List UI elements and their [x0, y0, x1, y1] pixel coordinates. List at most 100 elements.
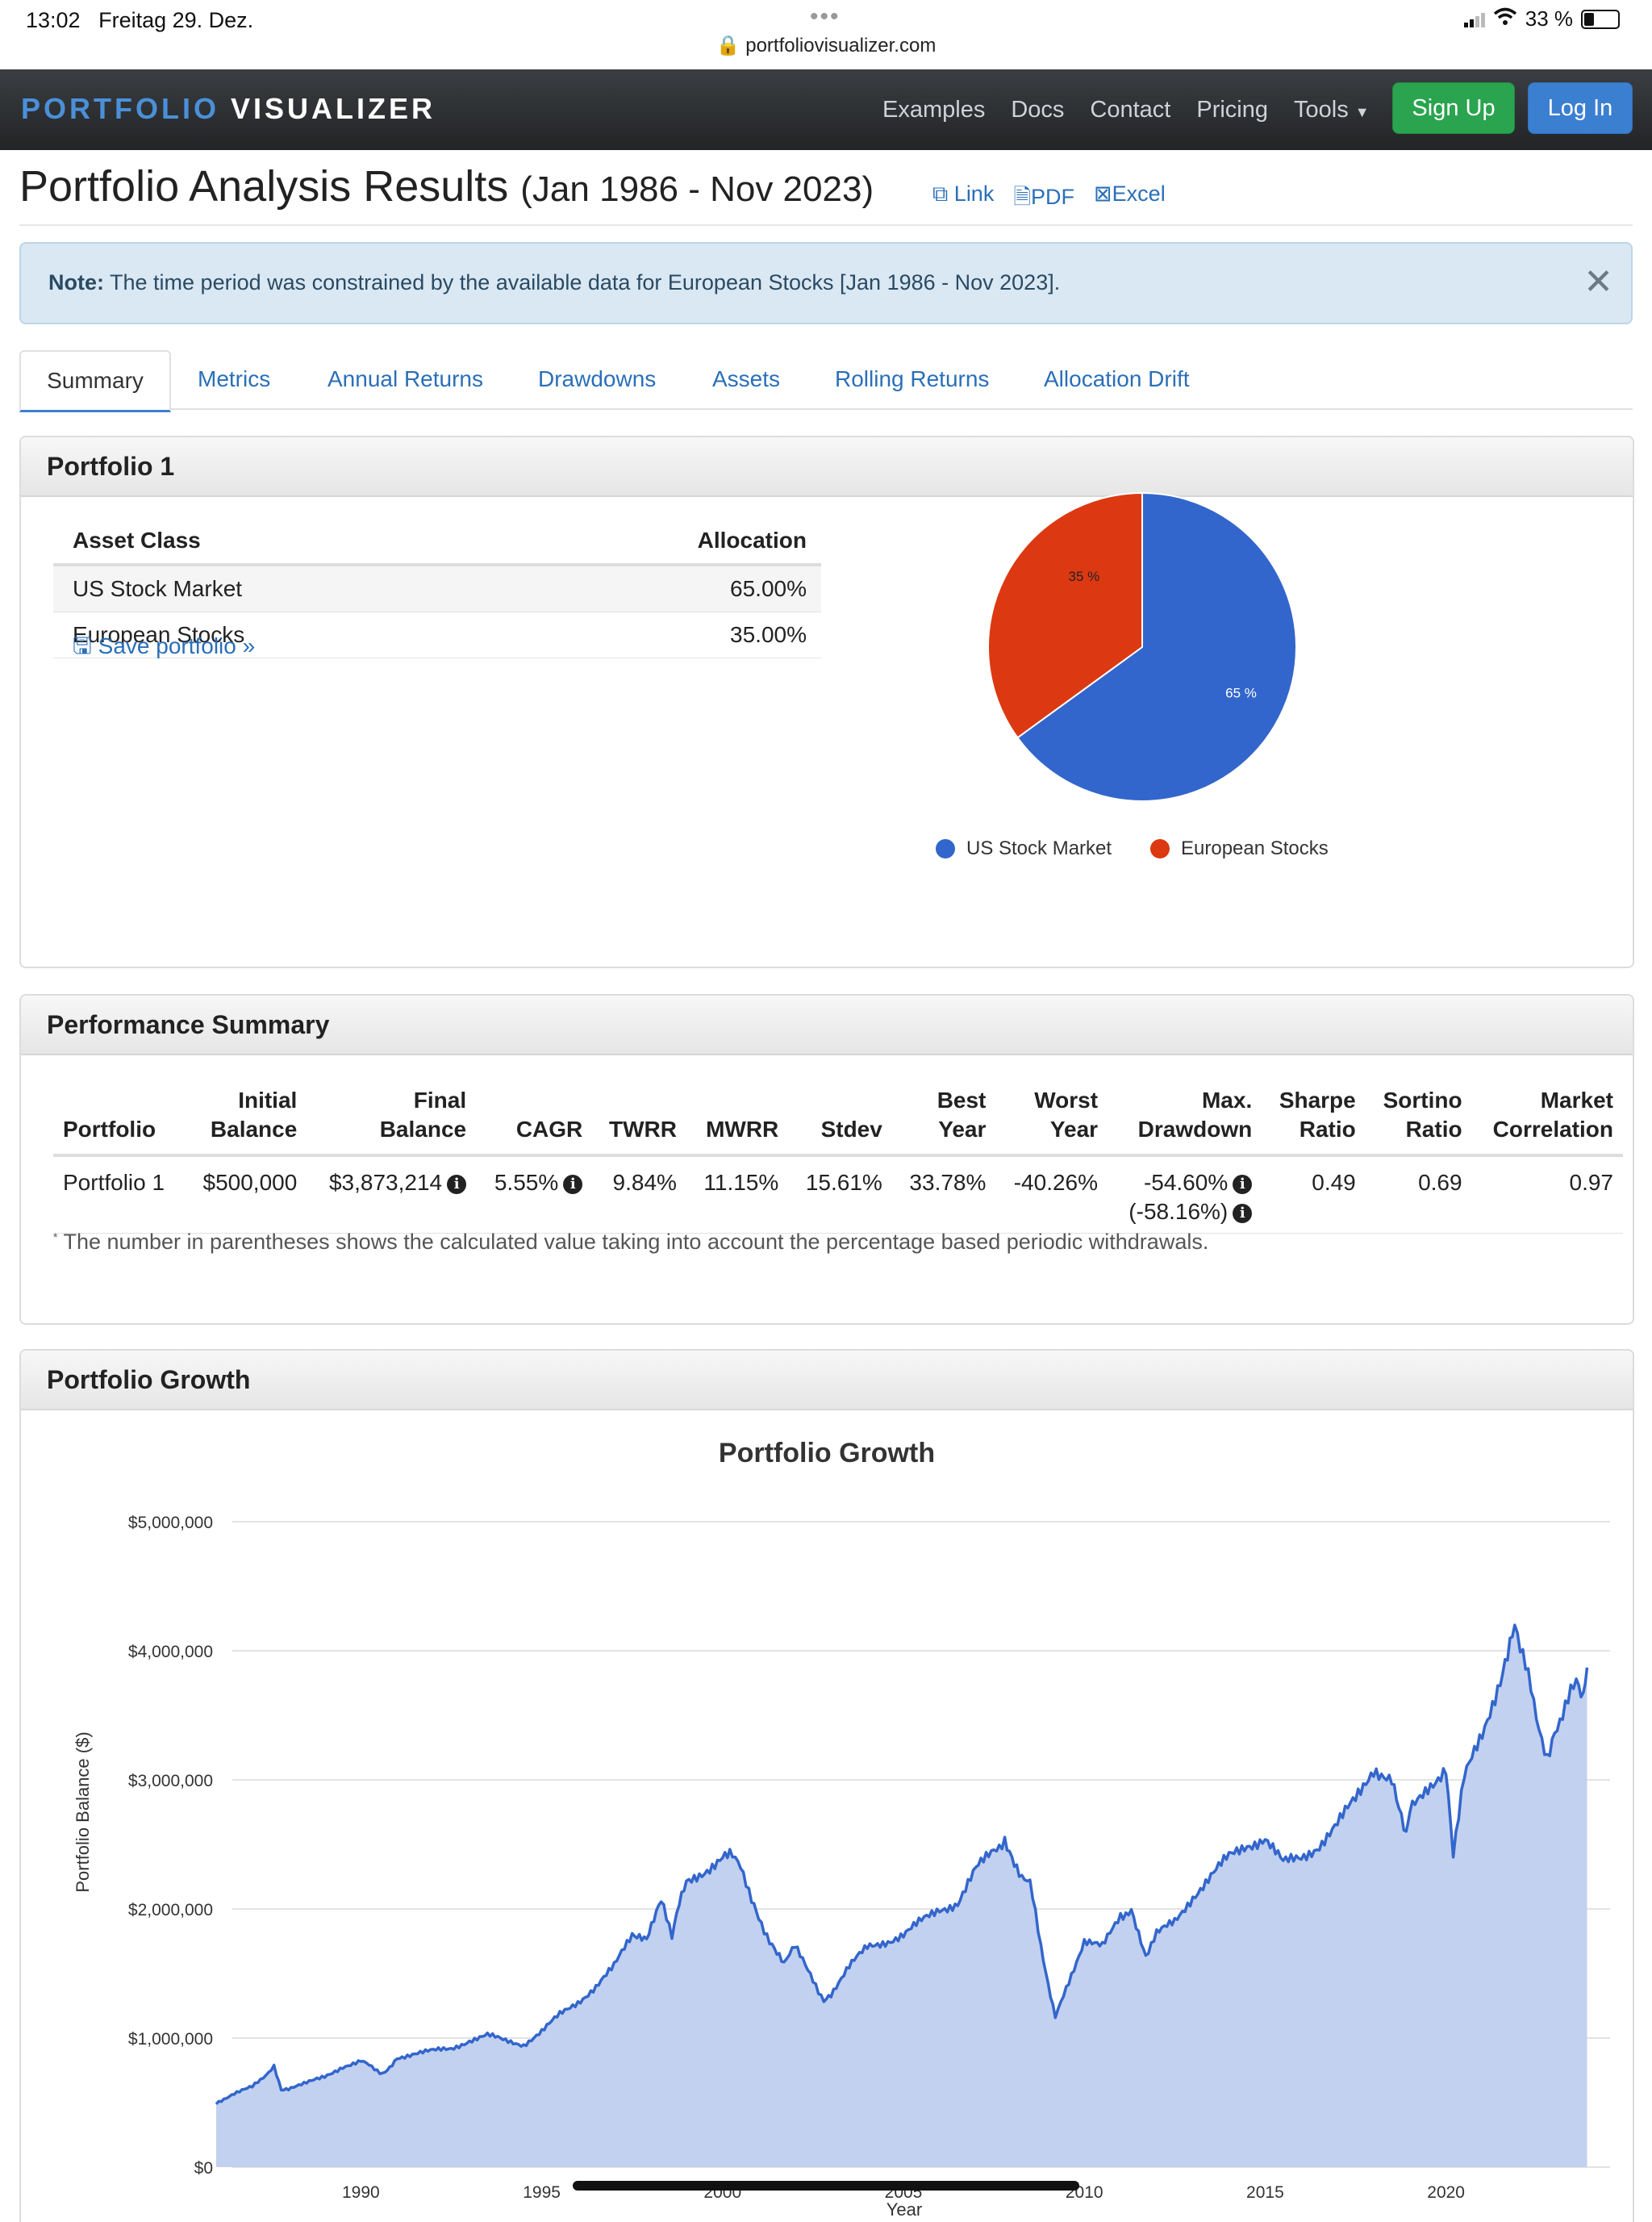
- nav-contact[interactable]: Contact: [1090, 97, 1171, 123]
- col-max-drawdown: Max. Drawdown: [1108, 1086, 1262, 1157]
- table-row: European Stocks 35.00%: [53, 612, 821, 658]
- brand-logo[interactable]: PORTFOLIO VISUALIZER: [21, 92, 436, 125]
- col-portfolio: Portfolio: [53, 1086, 185, 1157]
- tab-annual-returns[interactable]: Annual Returns: [327, 366, 484, 391]
- close-icon[interactable]: ✕: [1583, 262, 1613, 302]
- external-link-icon: ⧉: [932, 182, 949, 206]
- note-label: Note:: [48, 270, 104, 294]
- pdf-file-icon: 🗎: [1013, 185, 1032, 209]
- nav-pricing[interactable]: Pricing: [1196, 97, 1269, 123]
- nav-tools[interactable]: Tools ▼: [1294, 97, 1370, 123]
- pie-label-eu: 35 %: [1069, 569, 1100, 584]
- allocation-table: Asset Class Allocation US Stock Market 65.…: [53, 528, 821, 658]
- x-tick-label: 1995: [523, 2183, 561, 2202]
- cell-cagr: 5.55% i: [476, 1155, 593, 1234]
- cell-initial-balance: $500,000: [184, 1155, 307, 1234]
- legend-european-stocks: European Stocks: [1150, 837, 1329, 860]
- performance-table: Portfolio Initial Balance Final Balance CA…: [53, 1086, 1623, 1234]
- info-icon[interactable]: i: [1233, 1203, 1253, 1223]
- x-tick-label: 2020: [1427, 2183, 1465, 2202]
- nav-links: Examples Docs Contact Pricing Tools ▼: [882, 97, 1370, 123]
- growth-panel: Portfolio Growth Portfolio Growth $0 $1,0…: [19, 1349, 1634, 2222]
- portfolio-heading: Portfolio 1: [21, 437, 1633, 497]
- title-divider: [19, 224, 1633, 226]
- portfolio-growth-chart: Portfolio Growth $0 $1,000,000 $2,000,000 $…: [73, 1438, 1610, 2216]
- growth-line: [215, 1623, 1589, 2105]
- tab-assets[interactable]: Assets: [712, 366, 781, 391]
- floppy-disk-icon: 🖫: [73, 633, 92, 658]
- col-final-balance: Final Balance: [307, 1086, 477, 1157]
- nav-docs[interactable]: Docs: [1011, 97, 1065, 123]
- y-axis-label: Portfolio Balance ($): [73, 1731, 93, 1892]
- y-tick-label: $3,000,000: [128, 1772, 213, 1790]
- tab-allocation-drift[interactable]: Allocation Drift: [1044, 366, 1190, 391]
- cell-stdev: 15.61%: [788, 1155, 892, 1234]
- performance-heading: Performance Summary: [21, 996, 1633, 1055]
- pie-slice-us-stock-market: [1016, 491, 1297, 802]
- table-row: Portfolio 1 $500,000 $3,873,214 i 5.55% i …: [53, 1155, 1623, 1234]
- growth-area: [216, 1625, 1587, 2167]
- legend-dot-icon: [936, 839, 955, 858]
- footnote: * The number in parentheses shows the ca…: [53, 1230, 1209, 1254]
- signal-icon: [1463, 11, 1485, 27]
- col-sortino-ratio: Sortino Ratio: [1365, 1086, 1472, 1157]
- info-icon[interactable]: i: [1233, 1174, 1253, 1194]
- col-initial-balance: Initial Balance: [184, 1086, 307, 1157]
- cell-market-correlation: 0.97: [1471, 1155, 1623, 1234]
- cell-portfolio: Portfolio 1: [53, 1155, 185, 1234]
- col-twrr: TWRR: [592, 1086, 686, 1157]
- navbar: PORTFOLIO VISUALIZER Examples Docs Conta…: [0, 69, 1652, 150]
- battery-percent: 33 %: [1525, 6, 1573, 31]
- legend-dot-icon: [1150, 839, 1170, 858]
- table-row: US Stock Market 65.00%: [53, 566, 821, 612]
- caret-down-icon: ▼: [1354, 104, 1370, 120]
- portfolio-panel: Portfolio 1 Asset Class Allocation US Sto…: [19, 436, 1634, 968]
- status-bar: 13:02 Freitag 29. Dez. ••• 🔒 portfoliovi…: [0, 0, 1652, 68]
- nav-examples[interactable]: Examples: [882, 97, 986, 123]
- cell-sortino-ratio: 0.69: [1365, 1155, 1472, 1234]
- export-links: ⧉ Link 🗎PDF ⊠Excel: [932, 182, 1166, 219]
- allocation-header: Asset Class Allocation: [53, 528, 821, 566]
- wifi-icon: [1493, 6, 1517, 31]
- cell-mwrr: 11.15%: [686, 1155, 789, 1234]
- pie-label-us: 65 %: [1225, 685, 1257, 700]
- y-tick-label: $1,000,000: [128, 2030, 213, 2049]
- link-button[interactable]: ⧉ Link: [932, 182, 995, 206]
- sign-up-button[interactable]: Sign Up: [1392, 82, 1515, 134]
- col-sharpe-ratio: Sharpe Ratio: [1262, 1086, 1366, 1157]
- pdf-button[interactable]: 🗎PDF: [1013, 185, 1075, 209]
- growth-heading: Portfolio Growth: [21, 1351, 1633, 1410]
- home-indicator[interactable]: [573, 2181, 1079, 2191]
- info-icon[interactable]: i: [563, 1174, 583, 1194]
- save-portfolio-link[interactable]: 🖫 Save portfolio »: [73, 633, 256, 658]
- col-cagr: CAGR: [476, 1086, 593, 1157]
- col-market-correlation: Market Correlation: [1471, 1086, 1623, 1157]
- log-in-button[interactable]: Log In: [1528, 82, 1633, 134]
- tab-metrics[interactable]: Metrics: [198, 366, 271, 391]
- cell-worst-year: -40.26%: [995, 1155, 1108, 1234]
- x-tick-label: 2015: [1246, 2183, 1284, 2202]
- tab-summary[interactable]: Summary: [19, 350, 171, 412]
- note-text: The time period was constrained by the a…: [110, 270, 1061, 294]
- cell-final-balance: $3,873,214 i: [307, 1155, 477, 1234]
- tab-rolling-returns[interactable]: Rolling Returns: [835, 366, 990, 391]
- excel-button[interactable]: ⊠Excel: [1094, 182, 1166, 206]
- more-dots-icon[interactable]: •••: [810, 3, 841, 30]
- info-icon[interactable]: i: [447, 1174, 467, 1194]
- cell-twrr: 9.84%: [592, 1155, 686, 1234]
- performance-header-row: Portfolio Initial Balance Final Balance CA…: [53, 1086, 1623, 1157]
- y-tick-label: $4,000,000: [128, 1643, 213, 1661]
- address-bar[interactable]: 🔒 portfoliovisualizer.com: [715, 35, 937, 56]
- lock-icon: 🔒: [715, 35, 740, 56]
- note-alert: Note: The time period was constrained by…: [19, 242, 1633, 324]
- x-axis-label: Year: [886, 2199, 922, 2216]
- legend-us-stock-market: US Stock Market: [936, 837, 1112, 860]
- status-time: 13:02 Freitag 29. Dez.: [26, 8, 254, 32]
- status-indicators: 33 %: [1463, 6, 1620, 31]
- tab-drawdowns[interactable]: Drawdowns: [538, 366, 657, 391]
- x-tick-label: 1990: [342, 2183, 380, 2202]
- performance-panel: Performance Summary Portfolio Initial Bal…: [19, 994, 1634, 1325]
- col-mwrr: MWRR: [686, 1086, 789, 1157]
- pie-slice-european-stocks: [987, 491, 1143, 739]
- cell-sharpe-ratio: 0.49: [1262, 1155, 1366, 1234]
